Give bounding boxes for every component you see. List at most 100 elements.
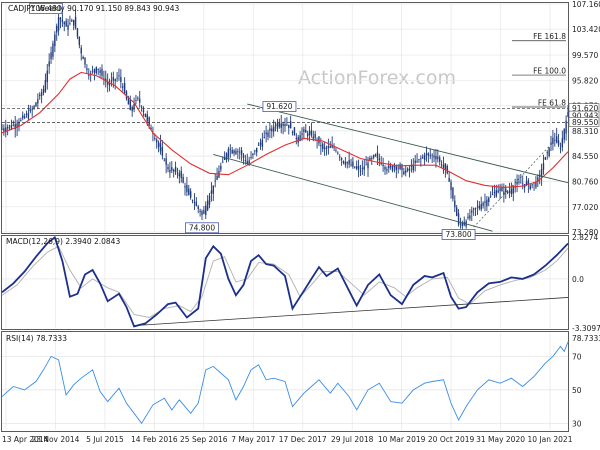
candle-body [1,128,3,130]
candle-body [429,155,431,157]
price-title: CADJPY Weekly 90.170 91.150 89.843 90.94… [8,4,179,13]
x-tick-label: 29 Jul 2018 [331,435,374,444]
candle-body [474,208,477,209]
candle-body [20,119,22,121]
candle-body [354,166,356,168]
candle-body [546,152,548,154]
candle-body [5,127,7,133]
x-tick-label: 13 Apr 2014 [2,435,49,444]
candle-body [505,188,507,192]
macd-title: MACD(12,26,9) 2.3940 2.0843 [6,237,120,246]
candle-body [384,167,386,170]
candle-body [74,16,77,29]
candle-body [120,76,122,83]
candle-body [12,124,15,126]
candle-body [346,162,348,164]
candle-body [154,138,156,139]
candle-body [184,186,186,188]
candle-body [339,156,341,158]
candle-body [191,199,194,201]
candle-body [405,170,407,173]
candle-body [180,171,182,179]
candle-body [254,150,256,152]
candle-body [31,109,33,111]
candle-body [144,113,147,117]
candle-body [395,166,398,170]
candle-body [18,121,20,127]
candle-body [271,128,273,132]
candle-body [401,164,403,171]
candle-body [374,154,377,156]
candle-body [389,165,392,168]
candle-body [52,43,54,57]
rsi-y-tick-label: 50 [572,386,582,395]
candle-body [274,124,277,126]
channel-upper-line [247,103,569,184]
candle-body [431,154,433,156]
grid-lines [2,3,568,430]
annotation-label: 106.480 [31,4,62,13]
candle-body [122,86,124,88]
macd-trendline [134,297,569,327]
candle-body [146,114,148,122]
candle-body [25,113,28,115]
candle-body [176,172,179,174]
candle-body [86,68,88,71]
candle-body [516,181,518,185]
candle-body [376,152,379,159]
candle-body [420,158,422,160]
candle-body [37,99,39,104]
candle-body [157,142,160,147]
macd-y-tick-label: 2.8274 [572,233,598,242]
candle-body [242,155,245,158]
candle-body [455,207,458,216]
candle-body [248,160,250,164]
annotation-label: 73.800 [445,230,471,239]
candle-body [350,164,352,166]
annotation-box [185,222,219,234]
fe-level-label: FE 100.0 [533,67,566,76]
candle-body [272,126,275,132]
candle-body [48,61,50,67]
candle-body [397,167,399,169]
candle-body [78,36,81,46]
candle-body [114,79,116,82]
candle-body [88,74,90,76]
candle-body [289,121,292,129]
candle-body [320,145,322,147]
candle-body [565,120,567,134]
rsi-y-tick-label: 30 [572,419,582,428]
candle-body [223,157,226,160]
candle-body [142,109,145,113]
candle-body [352,161,354,167]
candle-body [240,150,243,155]
candle-body [448,177,450,182]
candle-body [529,185,531,190]
candle-body [391,166,394,171]
candle-body [440,164,443,166]
candle-body [123,83,126,94]
candle-body [101,68,103,76]
price-y-tick-label: 95.820 [572,76,598,85]
candle-body [23,116,26,118]
candle-body [33,106,35,108]
candle-body [329,146,331,148]
candle-body [393,165,396,168]
candle-body [278,123,281,127]
candle-body [80,47,82,54]
candle-body [435,155,437,160]
candle-body [201,211,203,216]
candle-body [135,100,137,101]
macd-line [1,235,569,328]
candle-body [506,192,509,193]
candle-body [108,83,111,86]
candle-body [342,160,345,163]
watermark: ActionForex.com [298,67,456,89]
candle-body [439,157,441,162]
candle-body [282,123,284,126]
rsi-line [1,341,569,425]
candle-body [56,25,58,33]
candle-body [220,165,222,170]
candle-body [171,167,173,171]
